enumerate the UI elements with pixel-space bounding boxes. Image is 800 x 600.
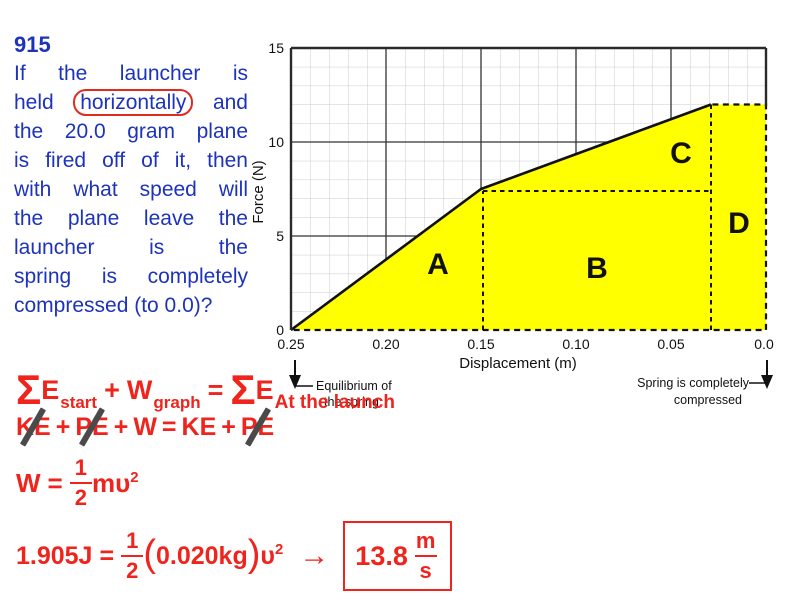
x-tick-label: 0.10	[562, 336, 589, 352]
equals-sign: =	[161, 413, 177, 441]
w-term: W	[16, 467, 41, 498]
y-tick-label: 0	[276, 322, 284, 338]
upsilon: υ	[260, 542, 275, 570]
annotation-equilibrium-line2: the spring	[324, 395, 379, 409]
plot-frame	[289, 46, 768, 330]
open-paren: (	[143, 532, 156, 575]
region-label-c: C	[670, 137, 692, 170]
problem-text-line: is fired off of it, then	[14, 149, 248, 172]
mass-value: 0.020kg	[155, 541, 248, 570]
line2-pre: held	[14, 91, 54, 114]
fraction-denominator: 2	[69, 482, 92, 509]
e-launch: E	[255, 375, 274, 405]
plus-sign: +	[113, 413, 129, 441]
x-tick-label: 0.20	[372, 336, 399, 352]
problem-text-line: compressed (to 0.0)?	[14, 294, 213, 317]
problem-text-line: the plane leave the	[14, 207, 248, 230]
sub-graph: graph	[153, 393, 201, 412]
equals-sign: =	[207, 375, 224, 405]
line2-post: and	[212, 91, 248, 114]
force-curve	[290, 103, 712, 332]
exponent: 2	[274, 541, 284, 558]
plus-sign: +	[104, 375, 120, 405]
right-arrow-icon: →	[299, 539, 330, 572]
equation-energy-sum: ΣEstart + Wgraph = ΣEAt the launch	[16, 366, 395, 414]
equals-sign: =	[99, 541, 115, 570]
equals-sign: =	[47, 467, 63, 498]
region-label-d: D	[728, 207, 750, 240]
region-label-b: B	[586, 252, 608, 285]
fraction-denominator: 2	[121, 555, 144, 582]
ke-cancelled: KE	[16, 413, 51, 441]
problem-text-line: the 20.0 gram plane	[14, 120, 248, 143]
v-squared-term: υ2	[260, 541, 283, 571]
w-term: W	[126, 375, 153, 405]
mv-squared-term: mυ2	[92, 468, 139, 499]
x-tick-label: 0.25	[277, 336, 304, 352]
problem-text-line: held horizontally and	[14, 88, 248, 117]
close-paren: )	[247, 532, 261, 575]
e-start: E	[41, 375, 60, 405]
w-term: W	[133, 413, 157, 441]
problem-statement: 915 If the launcher is held horizontally…	[14, 30, 248, 320]
fraction-numerator: 1	[126, 528, 139, 553]
x-tick-label: 0.15	[467, 336, 494, 352]
answer-value: 13.8	[355, 540, 408, 571]
work-value: 1.905J	[16, 541, 93, 570]
annotation-compressed-line1: Spring is completely	[637, 376, 750, 390]
y-tick-label: 5	[276, 228, 284, 244]
equilibrium-arrow-icon	[289, 360, 313, 389]
problem-text-line: with what speed will	[14, 178, 248, 201]
x-axis-label: Displacement (m)	[459, 355, 577, 372]
force-displacement-graph: A B C D 15 10 5 0 0.25 0.20 0.15 0.10 0.…	[250, 40, 774, 409]
problem-text-line: spring is completely	[14, 265, 248, 288]
exponent: 2	[130, 468, 139, 486]
y-tick-label: 10	[268, 134, 284, 150]
problem-number: 915	[14, 32, 51, 57]
x-tick-label: 0.05	[657, 336, 684, 352]
problem-text-line: launcher is the	[14, 236, 248, 259]
unit-denominator: s	[414, 555, 437, 582]
annotation-compressed-line2: compressed	[674, 393, 742, 407]
ke-term: KE	[181, 413, 217, 441]
unit-numerator: m	[415, 528, 436, 553]
plus-sign: +	[221, 413, 236, 441]
y-tick-label: 15	[268, 40, 284, 56]
pe-cancelled: PE	[240, 413, 275, 441]
problem-text-line: If the launcher is	[14, 62, 248, 85]
sigma-icon: Σ	[16, 366, 42, 413]
mv-term: mυ	[91, 467, 131, 498]
region-divider-dashed-lines	[482, 104, 712, 330]
sub-at-the-launch: At the launch	[274, 392, 395, 413]
sub-start: start	[60, 393, 98, 412]
x-tick-label: 0.0	[754, 336, 774, 352]
annotation-equilibrium-line1: Equilibrium of	[316, 379, 392, 393]
equation-energy-terms: KE + PE + W = KE + PE	[16, 413, 274, 442]
plus-sign: +	[55, 413, 71, 441]
shaded-work-area	[287, 103, 768, 332]
y-axis-label: Force (N)	[250, 160, 267, 223]
compressed-arrow-icon	[749, 360, 773, 389]
circled-word: horizontally	[73, 89, 194, 116]
pe-cancelled: PE	[75, 413, 109, 441]
region-label-a: A	[427, 248, 449, 281]
fraction-numerator: 1	[74, 455, 87, 480]
sigma-icon: Σ	[230, 366, 256, 413]
